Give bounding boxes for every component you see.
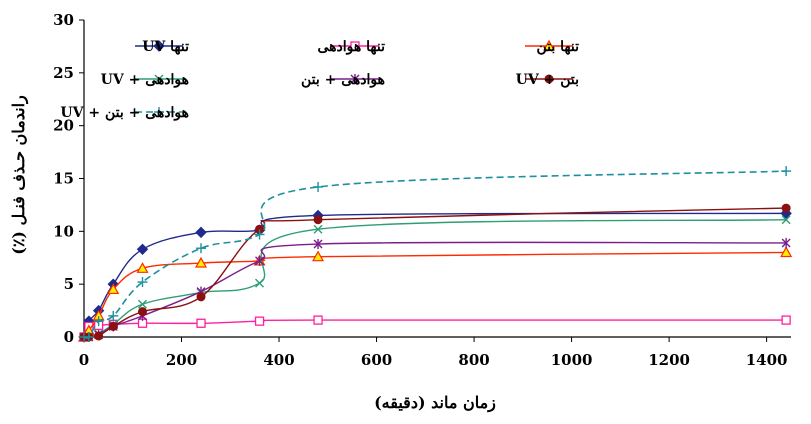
legend-marker — [544, 74, 554, 84]
x-axis-title: زمان ماند (دقیقه) — [374, 393, 496, 413]
data-point — [196, 292, 206, 302]
legend-marker — [154, 74, 164, 84]
y-tick-label: 20 — [53, 117, 74, 135]
data-point — [108, 310, 119, 321]
data-point — [107, 283, 120, 295]
x-tick-label: 1400 — [746, 351, 788, 369]
series-7 — [79, 166, 792, 342]
legend-item: هوادهی + بتن — [301, 72, 385, 88]
legend: تنها UV تنها هوادهی تنها بتن هوادهی + UV هوا… — [60, 39, 579, 121]
data-point — [781, 215, 791, 225]
series-3 — [77, 246, 793, 342]
legend-label: هوادهی + UV — [101, 72, 189, 88]
series-line — [83, 212, 787, 338]
data-point — [138, 307, 148, 317]
data-point — [313, 239, 323, 250]
legend-item: هوادهی + بتن + UV — [60, 105, 189, 121]
legend-item: بتن + UV — [516, 72, 579, 88]
y-axis-title: راندمان حـذف فنـل (٪) — [9, 95, 29, 255]
data-point — [781, 237, 791, 248]
legend-label: تنها بتن — [537, 39, 580, 55]
legend-marker — [542, 39, 556, 51]
x-tick-label: 800 — [458, 351, 489, 369]
legend-label: هوادهی + بتن + UV — [60, 105, 189, 121]
legend-marker — [350, 41, 360, 51]
x-tick-label: 1200 — [648, 351, 690, 369]
legend-item: تنها هوادهی — [317, 39, 385, 55]
series-line — [83, 319, 787, 338]
axes: 0 5 10 15 20 25 30 0 200 400 600 800 1000 1200 1400 — [53, 11, 791, 369]
series-line — [83, 207, 787, 338]
legend-marker — [350, 74, 360, 84]
legend-label: تنها UV — [142, 39, 189, 55]
data-point — [781, 203, 791, 213]
legend-item: تنها بتن — [525, 39, 579, 55]
data-point — [196, 243, 207, 254]
legend-marker — [154, 107, 164, 117]
data-point — [255, 255, 265, 266]
data-point — [83, 332, 94, 342]
data-point — [138, 299, 148, 309]
x-tick-label: 0 — [79, 351, 89, 369]
y-tick-label: 0 — [64, 328, 74, 346]
data-point — [195, 256, 208, 268]
data-point — [780, 246, 793, 258]
data-point — [254, 316, 265, 326]
data-point — [136, 262, 149, 273]
data-point — [313, 224, 323, 234]
x-tick-label: 200 — [166, 351, 197, 369]
data-point — [94, 331, 104, 341]
data-point — [781, 166, 792, 177]
data-point — [313, 315, 323, 325]
data-point — [136, 243, 149, 256]
x-tick-label: 600 — [361, 351, 392, 369]
y-tick-label: 10 — [53, 222, 74, 240]
legend-label: تنها هوادهی — [317, 39, 385, 55]
data-point — [196, 318, 206, 328]
data-point — [313, 181, 324, 192]
data-point — [254, 229, 265, 240]
data-point — [108, 321, 118, 331]
legend-marker — [153, 40, 165, 52]
y-tick-label: 30 — [53, 11, 74, 29]
y-tick-label: 25 — [53, 64, 74, 82]
data-point — [312, 250, 325, 262]
data-point — [137, 277, 148, 288]
series-group — [77, 166, 793, 343]
legend-label: بتن + UV — [516, 72, 579, 88]
legend-label: هوادهی + بتن — [301, 72, 385, 88]
x-tick-label: 1000 — [551, 351, 593, 369]
y-tick-label: 5 — [64, 275, 74, 293]
data-point — [93, 316, 104, 327]
data-point — [781, 315, 791, 325]
data-point — [313, 215, 323, 225]
legend-item: هوادهی + UV — [101, 72, 189, 88]
series-1 — [78, 207, 792, 343]
data-point — [195, 226, 207, 239]
legend-item: تنها UV — [135, 39, 189, 55]
series-line — [83, 170, 787, 340]
data-point — [255, 278, 265, 288]
x-tick-label: 400 — [263, 351, 294, 369]
y-tick-label: 15 — [53, 170, 74, 188]
